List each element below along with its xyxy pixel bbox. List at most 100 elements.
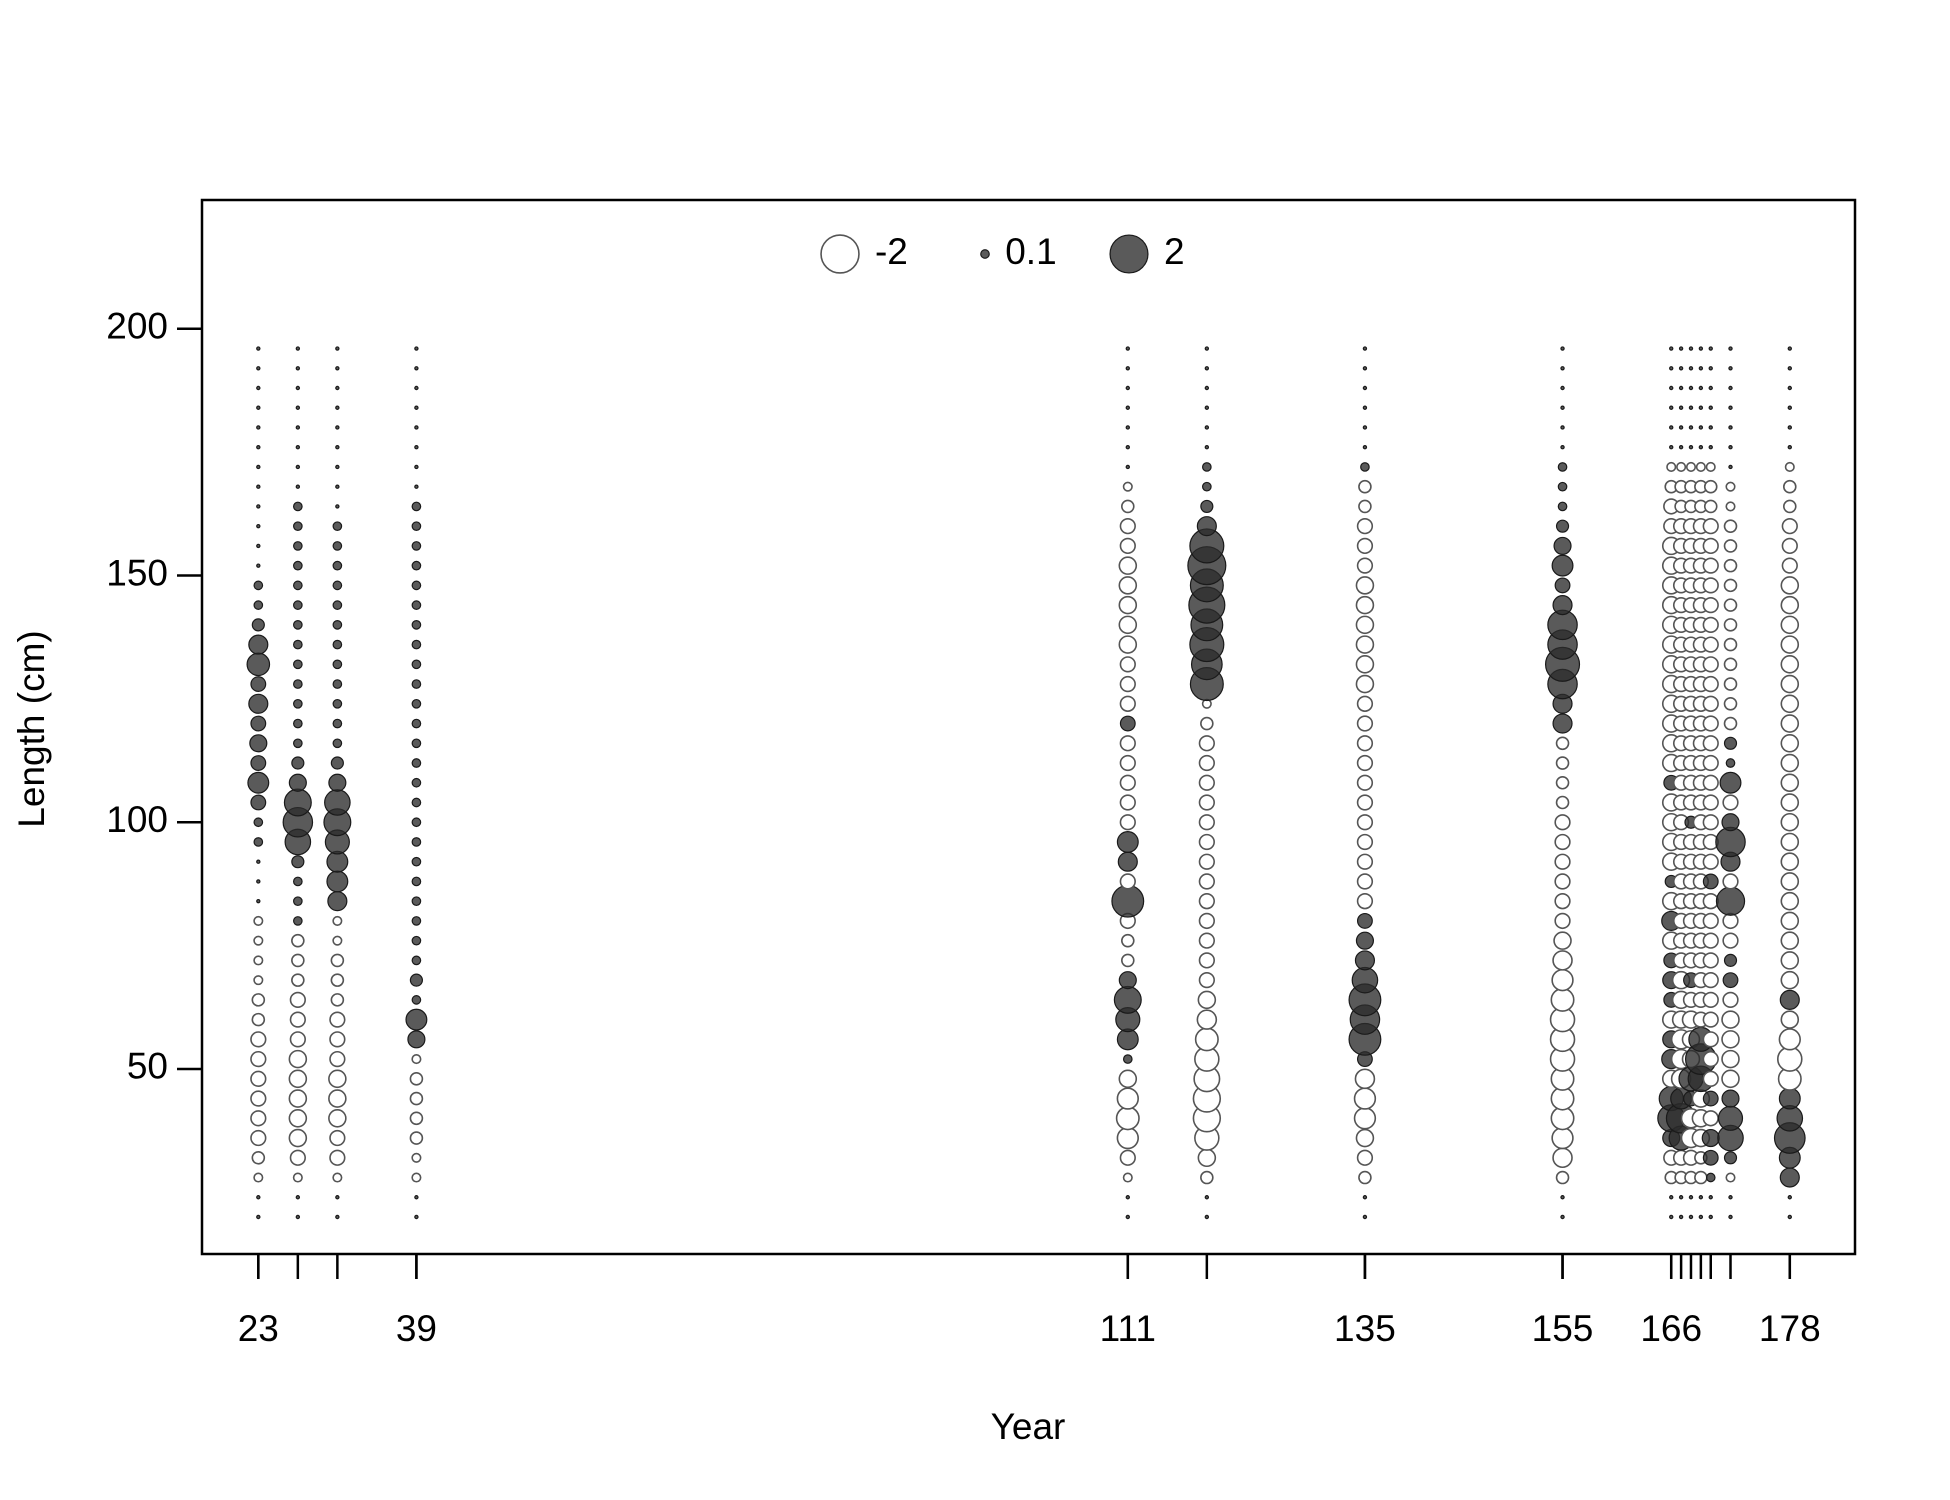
bubble	[256, 445, 261, 450]
bubble	[1119, 715, 1136, 732]
bubble	[289, 1011, 306, 1028]
bubble	[414, 1214, 419, 1220]
bubble	[250, 676, 267, 693]
bubble	[251, 1012, 266, 1027]
bubble	[409, 1131, 424, 1145]
bubble	[1678, 1214, 1684, 1220]
bubble	[411, 560, 422, 571]
bubble	[1722, 932, 1739, 949]
bubble	[1702, 1070, 1719, 1087]
bubble	[332, 620, 343, 630]
bubble	[1678, 405, 1684, 410]
bubble	[250, 1031, 267, 1048]
bubble	[1721, 1049, 1740, 1069]
bubble	[332, 679, 343, 689]
bubble	[1202, 481, 1212, 492]
bubble	[1557, 462, 1568, 472]
bubble	[411, 600, 422, 610]
bubble	[1780, 911, 1800, 931]
bubble	[1356, 735, 1374, 752]
bubble	[1111, 884, 1145, 918]
bubble	[291, 953, 305, 968]
bubble	[1552, 1147, 1573, 1169]
bubble	[293, 698, 303, 709]
bubble	[250, 1050, 267, 1068]
bubble	[1198, 952, 1215, 969]
bubble	[293, 580, 303, 591]
x-tick-label: 39	[396, 1308, 437, 1349]
bubble	[1121, 933, 1135, 948]
bubble	[1708, 445, 1713, 450]
bubble	[1723, 578, 1738, 593]
bubble	[1356, 1149, 1374, 1166]
bubble	[1125, 425, 1130, 430]
bubble	[1708, 405, 1713, 410]
bubble	[411, 896, 422, 907]
x-tick-label: 111	[1100, 1308, 1156, 1349]
bubble	[1780, 793, 1800, 812]
bubble	[1356, 518, 1374, 535]
bubble	[256, 563, 261, 568]
bubble	[1787, 1214, 1792, 1220]
bubble	[293, 916, 303, 926]
bubble	[411, 521, 422, 532]
bubble	[1204, 1195, 1210, 1200]
bubble	[1723, 519, 1738, 533]
bubble	[411, 718, 422, 729]
bubble	[1204, 1214, 1210, 1220]
bubble	[293, 738, 303, 749]
bubble	[1119, 675, 1136, 693]
bubble	[332, 659, 343, 670]
bubble	[411, 916, 422, 926]
bubble	[256, 346, 261, 351]
bubble	[248, 634, 269, 655]
bubble	[1723, 657, 1738, 672]
bubble	[1778, 1028, 1801, 1051]
bubble	[1198, 814, 1215, 831]
bubble	[1787, 385, 1792, 391]
bubble	[328, 1089, 347, 1108]
bubble	[293, 620, 303, 630]
bubble	[1355, 595, 1375, 615]
bubble	[1728, 425, 1733, 430]
bubble	[295, 346, 301, 351]
bubble	[1702, 971, 1719, 989]
bubble	[256, 859, 261, 864]
bubble	[411, 541, 422, 551]
bubble	[1723, 697, 1738, 711]
bubble	[332, 580, 343, 591]
bubble	[1782, 479, 1797, 494]
x-tick-label: 23	[238, 1308, 279, 1349]
bubble	[1678, 445, 1684, 450]
bubble	[1555, 1170, 1570, 1185]
bubble	[1557, 501, 1568, 512]
bubble	[1555, 795, 1570, 810]
bubble	[411, 1152, 422, 1163]
bubble	[1353, 1107, 1377, 1130]
bubble	[292, 1172, 303, 1183]
bubble	[246, 652, 271, 677]
bubble	[332, 560, 343, 571]
bubble	[332, 600, 343, 610]
bubble	[1358, 1170, 1372, 1185]
bubble	[1669, 445, 1674, 450]
bubble	[411, 659, 422, 670]
bubble	[1197, 1148, 1217, 1168]
bubble	[1356, 873, 1374, 890]
legend-symbol	[820, 234, 860, 274]
bubble	[1723, 677, 1738, 691]
bubble	[1552, 950, 1573, 971]
bubble	[1705, 1172, 1716, 1183]
bubble	[329, 1129, 346, 1147]
bubble	[1728, 366, 1733, 371]
legend-label: 0.1	[1005, 231, 1056, 272]
bubble	[253, 975, 264, 986]
bubble	[1784, 461, 1795, 472]
bubble	[1678, 425, 1684, 430]
bubble	[1708, 346, 1713, 351]
bubble	[253, 935, 264, 946]
bubble	[414, 346, 419, 351]
bubble	[1356, 754, 1374, 772]
bubble	[289, 991, 306, 1009]
bubble	[1119, 754, 1136, 772]
